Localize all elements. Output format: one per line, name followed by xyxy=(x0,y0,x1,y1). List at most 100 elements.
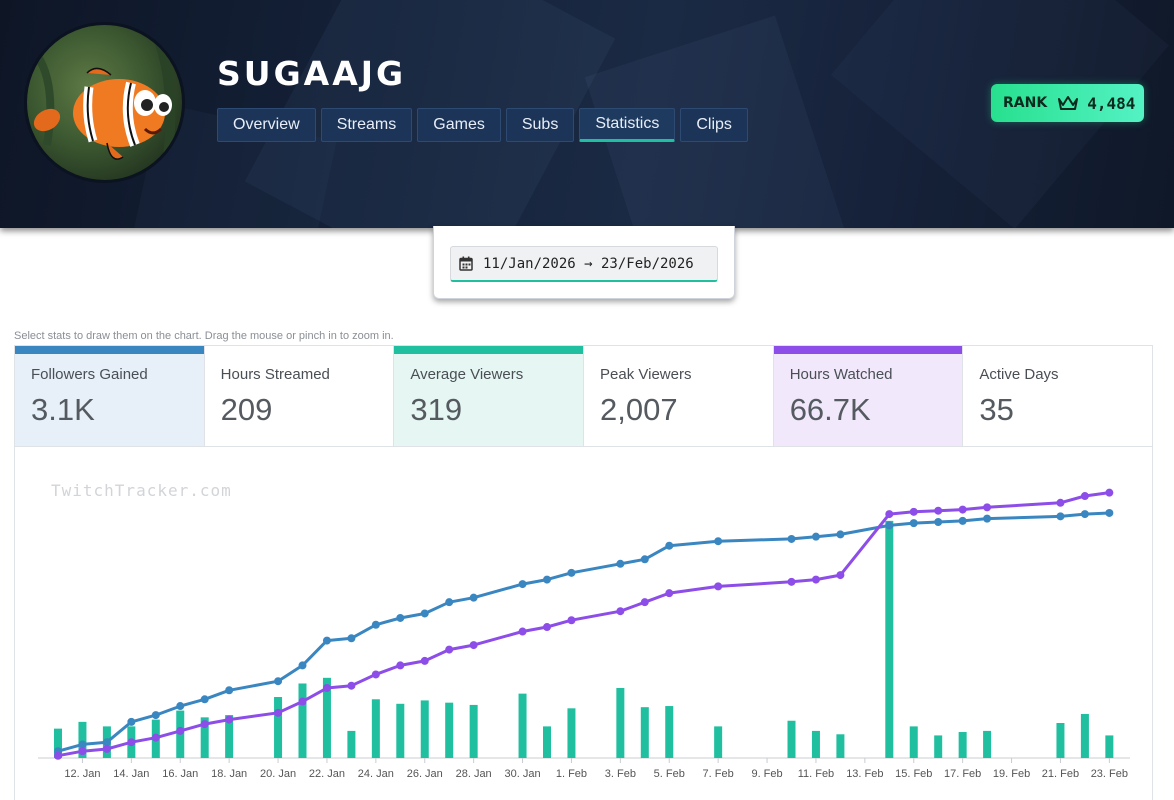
watermark: TwitchTracker.com xyxy=(51,481,232,500)
line-followers-gained xyxy=(57,511,1110,753)
point-hours-watched xyxy=(811,575,820,584)
stat-label: Hours Watched xyxy=(789,366,893,383)
tab-games[interactable]: Games xyxy=(417,108,501,142)
point-hours-watched xyxy=(518,627,527,636)
bar-average-viewers xyxy=(371,699,380,758)
x-tick-label: 7. Feb xyxy=(703,768,734,780)
point-followers-gained xyxy=(225,686,234,695)
point-followers-gained xyxy=(665,541,674,550)
point-hours-watched xyxy=(1080,492,1089,501)
clownfish-avatar-image xyxy=(33,33,176,166)
point-hours-watched xyxy=(934,506,943,515)
channel-name: SUGAAJG xyxy=(217,54,407,93)
point-followers-gained xyxy=(347,634,356,643)
point-followers-gained xyxy=(176,702,185,711)
crown-icon xyxy=(1058,96,1079,110)
point-hours-watched xyxy=(420,656,429,665)
stat-label: Hours Streamed xyxy=(220,366,330,383)
bar-average-viewers xyxy=(78,721,87,758)
point-hours-watched xyxy=(714,582,723,591)
tab-statistics[interactable]: Statistics xyxy=(579,108,676,142)
tab-subs[interactable]: Subs xyxy=(505,108,575,142)
stats-chart[interactable]: 12. Jan 14. Jan 16. Jan 18. Jan 20. Jan 22. J… xyxy=(0,447,1174,800)
point-hours-watched xyxy=(469,641,478,650)
stat-peak-viewers[interactable]: Peak Viewers 2,007 xyxy=(584,346,774,446)
x-tick-label: 24. Jan xyxy=(358,768,394,780)
stat-followers-gained[interactable]: Followers Gained 3.1K xyxy=(15,346,205,446)
x-tick-label: 11. Feb xyxy=(798,768,835,780)
point-followers-gained xyxy=(274,677,283,686)
point-hours-watched xyxy=(640,598,649,607)
x-tick-label: 26. Jan xyxy=(407,768,443,780)
point-hours-watched xyxy=(371,670,380,679)
stat-selected-indicator xyxy=(15,346,204,354)
stat-value: 319 xyxy=(410,392,463,427)
stat-selected-indicator xyxy=(394,346,584,354)
stat-hours-streamed[interactable]: Hours Streamed 209 xyxy=(204,346,395,446)
bar-average-viewers xyxy=(543,726,551,758)
bar-average-viewers xyxy=(347,730,356,758)
stat-selector: Followers Gained 3.1K Hours Streamed 209… xyxy=(14,345,1153,447)
point-hours-watched xyxy=(298,697,307,706)
point-followers-gained xyxy=(102,738,111,747)
x-tick-label: 18. Jan xyxy=(211,768,247,780)
bar-average-viewers xyxy=(567,708,576,758)
bar-average-viewers xyxy=(934,735,943,758)
channel-header: SUGAAJG Overview Streams Games Subs Stat… xyxy=(0,0,1174,228)
point-followers-gained xyxy=(885,521,894,530)
point-followers-gained xyxy=(1080,510,1089,519)
rank-badge[interactable]: RANK 4,484 xyxy=(991,84,1144,122)
x-tick-label: 15. Feb xyxy=(895,768,932,780)
bar-average-viewers xyxy=(836,734,845,758)
bar-average-viewers xyxy=(396,703,405,758)
point-hours-watched xyxy=(176,726,185,735)
x-tick-label: 13. Feb xyxy=(846,768,883,780)
chart-hint: Select stats to draw them on the chart. … xyxy=(14,330,394,342)
chart-area[interactable] xyxy=(14,447,1153,800)
bar-average-viewers xyxy=(811,730,820,758)
bar-average-viewers xyxy=(665,706,674,758)
stat-hours-watched[interactable]: Hours Watched 66.7K xyxy=(773,346,964,446)
stat-value: 2,007 xyxy=(600,392,678,427)
tab-streams[interactable]: Streams xyxy=(320,108,413,142)
point-hours-watched xyxy=(787,577,796,586)
stat-value: 66.7K xyxy=(789,392,871,427)
stat-active-days[interactable]: Active Days 35 xyxy=(963,346,1153,446)
tab-clips[interactable]: Clips xyxy=(680,108,748,142)
point-followers-gained xyxy=(1056,512,1065,521)
point-hours-watched xyxy=(543,623,551,632)
bar-average-viewers xyxy=(225,715,234,758)
x-tick-label: 3. Feb xyxy=(605,768,636,780)
point-followers-gained xyxy=(616,559,625,568)
date-range-picker[interactable]: 11/Jan/2026 → 23/Feb/2026 xyxy=(450,246,718,282)
point-hours-watched xyxy=(1056,498,1065,507)
point-followers-gained xyxy=(151,711,160,720)
point-hours-watched xyxy=(909,507,918,516)
channel-nav-tabs: Overview Streams Games Subs Statistics C… xyxy=(217,108,748,142)
stat-label: Followers Gained xyxy=(31,366,148,383)
point-followers-gained xyxy=(127,717,136,726)
point-followers-gained xyxy=(445,598,454,607)
point-hours-watched xyxy=(347,681,356,690)
point-hours-watched xyxy=(445,645,454,654)
bar-average-viewers xyxy=(445,702,454,758)
x-tick-label: 12. Jan xyxy=(64,768,100,780)
point-hours-watched xyxy=(983,503,992,512)
point-followers-gained xyxy=(567,568,576,577)
avatar xyxy=(24,22,185,183)
bar-average-viewers xyxy=(958,732,967,758)
stat-label: Active Days xyxy=(979,366,1059,383)
stat-average-viewers[interactable]: Average Viewers 319 xyxy=(394,346,585,446)
point-followers-gained xyxy=(78,740,87,749)
bar-average-viewers xyxy=(787,720,796,758)
point-followers-gained xyxy=(1105,508,1114,517)
point-followers-gained xyxy=(200,695,209,704)
x-tick-label: 20. Jan xyxy=(260,768,296,780)
point-followers-gained xyxy=(934,518,943,527)
stat-selected-indicator xyxy=(773,346,963,354)
x-tick-label: 21. Feb xyxy=(1042,768,1079,780)
tab-overview[interactable]: Overview xyxy=(217,108,316,142)
stat-value: 209 xyxy=(220,392,273,427)
bar-average-viewers xyxy=(1080,713,1089,758)
point-hours-watched xyxy=(322,683,331,692)
